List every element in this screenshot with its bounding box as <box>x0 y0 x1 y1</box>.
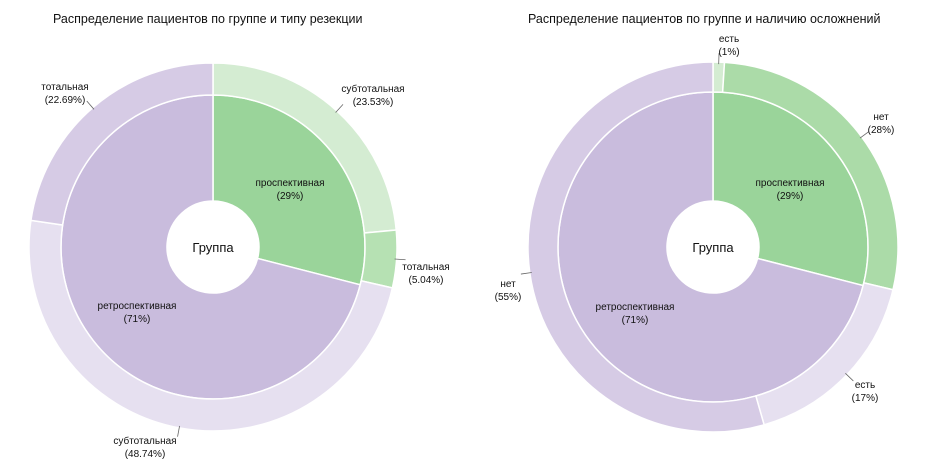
outer-label-нет-line: нет <box>500 279 516 290</box>
inner-label-проспективная-line: (29%) <box>777 191 804 202</box>
sunburst-2 <box>520 53 899 433</box>
leader-line <box>859 131 870 139</box>
outer-label-субтотальная: субтотальная (48.74%) <box>113 435 176 460</box>
outer-label-есть-line: (1%) <box>718 47 739 58</box>
outer-label-субтотальная-line: (23.53%) <box>353 97 394 108</box>
outer-label-есть-line: (17%) <box>852 393 879 404</box>
inner-label-проспективная-line: проспективная <box>256 178 325 189</box>
center-label: Группа <box>692 240 734 255</box>
outer-label-нет: нет (28%) <box>868 112 895 136</box>
outer-label-субтотальная: субтотальная (23.53%) <box>341 83 404 108</box>
inner-label-проспективная-line: проспективная <box>756 178 825 189</box>
outer-label-нет: нет (55%) <box>495 279 522 303</box>
inner-label-ретроспективная-line: ретроспективная <box>98 301 177 312</box>
outer-label-есть-line: есть <box>719 34 739 45</box>
inner-label-проспективная-line: (29%) <box>277 191 304 202</box>
outer-segment-тотальная <box>360 229 398 289</box>
sunburst-1 <box>28 62 406 437</box>
outer-label-нет-line: (55%) <box>495 292 522 303</box>
outer-label-есть: есть (1%) <box>718 34 739 58</box>
inner-label-ретроспективная-line: (71%) <box>124 314 151 325</box>
center-hole <box>167 201 259 293</box>
inner-label-ретроспективная: ретроспективная (71%) <box>98 301 177 325</box>
outer-label-субтотальная-line: субтотальная <box>113 435 176 447</box>
outer-label-есть: есть (17%) <box>852 380 879 404</box>
outer-label-тотальная: тотальная (5.04%) <box>402 262 449 286</box>
outer-label-тотальная-line: (22.69%) <box>45 95 86 106</box>
leader-line <box>86 100 95 110</box>
leader-line <box>845 373 854 382</box>
leader-line <box>520 272 532 275</box>
outer-label-субтотальная-line: (48.74%) <box>125 449 166 460</box>
outer-label-тотальная-line: тотальная <box>402 262 449 273</box>
inner-label-проспективная: проспективная (29%) <box>256 178 325 202</box>
chart-title-resection: Распределение пациентов по группе и типу… <box>53 12 363 26</box>
outer-label-нет-line: нет <box>873 112 889 123</box>
outer-label-тотальная-line: тотальная <box>41 82 88 93</box>
outer-label-тотальная: тотальная (22.69%) <box>41 82 88 106</box>
inner-label-ретроспективная-line: (71%) <box>622 315 649 326</box>
inner-label-ретроспективная: ретроспективная (71%) <box>596 302 675 326</box>
outer-label-тотальная-line: (5.04%) <box>408 275 443 286</box>
outer-segment-нет <box>527 61 766 433</box>
outer-segment-тотальная <box>30 62 214 226</box>
leader-line <box>335 104 344 113</box>
chart-title-complications: Распределение пациентов по группе и нали… <box>528 12 881 26</box>
inner-label-проспективная: проспективная (29%) <box>756 178 825 202</box>
inner-label-ретроспективная-line: ретроспективная <box>596 302 675 313</box>
leader-line <box>394 258 406 261</box>
outer-label-есть-line: есть <box>855 380 875 391</box>
leader-line <box>177 425 180 437</box>
outer-label-нет-line: (28%) <box>868 125 895 136</box>
outer-label-субтотальная-line: субтотальная <box>341 83 404 95</box>
center-label: Группа <box>192 240 234 255</box>
center-hole <box>667 201 759 293</box>
